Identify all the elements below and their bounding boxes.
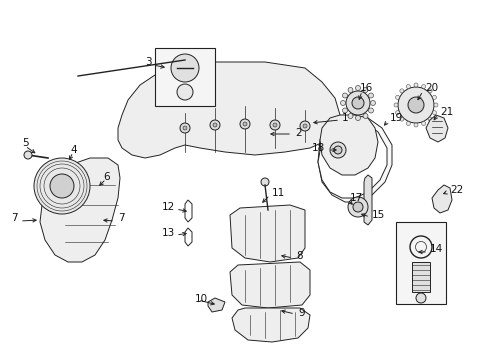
Polygon shape [317, 115, 391, 202]
Circle shape [427, 89, 431, 93]
Polygon shape [425, 115, 447, 142]
Circle shape [269, 120, 280, 130]
Text: 7: 7 [118, 213, 124, 223]
Text: 21: 21 [439, 107, 452, 117]
Circle shape [171, 54, 199, 82]
Text: 22: 22 [449, 185, 462, 195]
Circle shape [243, 122, 246, 126]
Circle shape [362, 113, 367, 118]
Circle shape [50, 174, 74, 198]
Circle shape [406, 121, 409, 126]
Text: 8: 8 [295, 251, 302, 261]
Circle shape [395, 111, 399, 114]
Polygon shape [40, 158, 120, 262]
Text: 4: 4 [70, 145, 77, 155]
Text: 12: 12 [162, 202, 175, 212]
Text: 11: 11 [271, 188, 285, 198]
Circle shape [368, 93, 373, 98]
Circle shape [431, 111, 436, 114]
Circle shape [352, 202, 362, 212]
Polygon shape [207, 298, 224, 312]
Bar [395, 222, 445, 304]
Circle shape [395, 95, 399, 99]
Circle shape [299, 121, 309, 131]
Polygon shape [229, 262, 309, 308]
Circle shape [342, 108, 347, 113]
Circle shape [413, 123, 417, 127]
Circle shape [347, 113, 352, 118]
Circle shape [34, 158, 90, 214]
Circle shape [399, 89, 403, 93]
Circle shape [240, 119, 249, 129]
Circle shape [346, 91, 369, 115]
Text: 9: 9 [297, 308, 304, 318]
Circle shape [180, 123, 190, 133]
Circle shape [183, 126, 186, 130]
Bar [411, 262, 429, 292]
Circle shape [406, 85, 409, 89]
Circle shape [421, 85, 425, 89]
Circle shape [433, 103, 437, 107]
Circle shape [407, 97, 423, 113]
Circle shape [329, 142, 346, 158]
Polygon shape [319, 115, 377, 175]
Circle shape [213, 123, 217, 127]
Circle shape [415, 293, 425, 303]
Text: 6: 6 [103, 172, 109, 182]
Circle shape [351, 97, 363, 109]
Polygon shape [317, 120, 386, 198]
Circle shape [261, 178, 268, 186]
Circle shape [427, 117, 431, 121]
Text: 5: 5 [22, 138, 29, 148]
Circle shape [303, 124, 306, 128]
Text: 1: 1 [341, 113, 348, 123]
Text: 2: 2 [294, 128, 301, 138]
Circle shape [355, 116, 360, 121]
Text: 19: 19 [389, 113, 403, 123]
Polygon shape [431, 185, 451, 213]
Circle shape [333, 146, 341, 154]
Circle shape [393, 103, 397, 107]
Circle shape [177, 84, 193, 100]
Circle shape [272, 123, 276, 127]
Circle shape [347, 197, 367, 217]
Polygon shape [229, 205, 305, 262]
Circle shape [347, 87, 352, 93]
Text: 20: 20 [424, 83, 437, 93]
Circle shape [368, 108, 373, 113]
Polygon shape [363, 175, 371, 225]
Circle shape [24, 151, 32, 159]
Text: 7: 7 [11, 213, 18, 223]
Text: 17: 17 [349, 193, 363, 203]
Circle shape [355, 85, 360, 90]
Circle shape [362, 87, 367, 93]
Bar [155, 48, 215, 106]
Circle shape [370, 100, 375, 105]
Circle shape [413, 83, 417, 87]
Text: 14: 14 [429, 244, 442, 254]
Circle shape [421, 121, 425, 126]
Polygon shape [231, 308, 309, 342]
Text: 18: 18 [311, 143, 325, 153]
Text: 3: 3 [145, 57, 152, 67]
Circle shape [431, 95, 436, 99]
Circle shape [209, 120, 220, 130]
Circle shape [340, 100, 345, 105]
Circle shape [399, 117, 403, 121]
Text: 16: 16 [359, 83, 372, 93]
Text: 13: 13 [162, 228, 175, 238]
Circle shape [397, 87, 433, 123]
Text: 15: 15 [371, 210, 385, 220]
Circle shape [342, 93, 347, 98]
Text: 10: 10 [195, 294, 208, 304]
Polygon shape [118, 62, 339, 158]
